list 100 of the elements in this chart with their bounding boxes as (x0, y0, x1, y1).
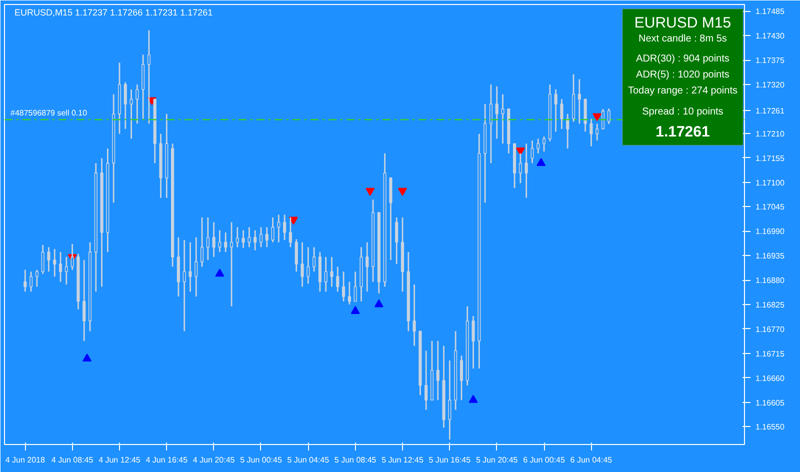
candlestick (35, 269, 38, 288)
candlestick (182, 239, 186, 332)
candlestick (554, 88, 558, 132)
candlestick (254, 230, 257, 251)
candlestick (342, 270, 346, 302)
candlestick (607, 108, 610, 125)
point (366, 188, 375, 196)
candlestick (542, 136, 546, 152)
candlestick (412, 284, 416, 347)
candlestick (472, 315, 475, 370)
candlestick (218, 230, 222, 253)
candlestick (436, 340, 440, 401)
candlestick (206, 216, 210, 261)
candlestick (124, 82, 127, 130)
y-tick-label: 1.17045 (756, 202, 785, 212)
candlestick (501, 94, 504, 144)
candlestick (70, 243, 74, 271)
x-tick-label: 5 Jun 20:45 (476, 456, 518, 464)
candlestick (524, 142, 528, 199)
x-tick-label: 6 Jun 00:45 (523, 456, 566, 464)
y-tick-label: 1.16550 (756, 422, 785, 432)
x-tick-label: 4 Jun 08:45 (51, 456, 94, 464)
candlestick (330, 256, 334, 288)
point (592, 113, 602, 122)
candlestick (596, 122, 599, 142)
candlestick (58, 251, 62, 283)
y-tick-label: 1.17100 (756, 178, 785, 188)
y-tick-label: 1.16770 (756, 324, 785, 334)
y-tick-label: 1.17485 (756, 7, 785, 16)
candlestick (578, 78, 581, 124)
y-tick-label: 1.17430 (756, 32, 785, 41)
candlestick (277, 214, 280, 243)
x-tick-label: 4 Jun 20:45 (192, 456, 236, 464)
y-tick-label: 1.17261 (756, 106, 785, 116)
x-tick-label: 4 Jun 2018 (5, 456, 46, 464)
chart-title: EURUSD,M15 1.17237 1.17266 1.17231 1.17261 (14, 8, 213, 18)
y-tick-label: 1.16660 (756, 374, 785, 383)
annotation: Next candle : 8m 5s (638, 33, 727, 44)
point (398, 188, 408, 196)
point (215, 268, 224, 277)
candlestick (294, 238, 298, 272)
candlestick (288, 216, 292, 248)
y-tick-label: 1.16990 (756, 227, 785, 236)
y-tick-label: 1.16715 (756, 349, 785, 358)
x-tick-label: 5 Jun 04:45 (287, 456, 330, 464)
candlestick (495, 86, 498, 140)
candlestick (47, 246, 50, 272)
candlestick (536, 138, 540, 154)
candlestick (366, 242, 369, 292)
annotation: 1.17261 (656, 123, 710, 140)
point (468, 394, 478, 403)
candlestick (489, 84, 493, 164)
candlestick (312, 246, 316, 272)
y-tick-label: 1.16605 (756, 398, 785, 408)
candlestick (64, 256, 68, 286)
x-tick-label: 5 Jun 08:45 (334, 456, 377, 464)
candlestick (212, 222, 216, 258)
annotation: EURUSD M15 (634, 14, 732, 32)
y-tick-label: 1.17210 (756, 129, 785, 138)
candlestick (348, 281, 351, 306)
point (288, 216, 298, 225)
y-tick-label: 1.16825 (756, 300, 785, 310)
candlestick (424, 350, 428, 411)
candlestick (590, 118, 593, 147)
candlestick (236, 226, 239, 248)
y-tick-label: 1.16880 (756, 276, 785, 286)
annotation: Today range : 274 points (628, 85, 738, 96)
candlestick (136, 84, 139, 124)
candlestick (560, 98, 564, 130)
ref-line-label: #487596879 sell 0.10 (10, 108, 88, 118)
candlestick (271, 216, 274, 243)
candlestick (224, 232, 228, 253)
candlestick (336, 266, 340, 292)
candlestick (53, 248, 56, 278)
candlestick (248, 226, 251, 248)
candlestick (130, 88, 133, 140)
annotation: ADR(30) : 904 points (636, 53, 730, 64)
candlestick (300, 242, 304, 288)
candlestick (601, 108, 605, 130)
annotation: ADR(5) : 1020 points (636, 69, 730, 80)
x-tick-label: 4 Jun 16:45 (146, 456, 188, 464)
x-tick-label: 6 Jun 04:45 (570, 456, 613, 464)
candlestick (147, 30, 151, 124)
candlestick (265, 226, 268, 248)
candlestick (283, 214, 286, 241)
x-tick-label: 5 Jun 16:45 (428, 456, 472, 464)
y-tick-label: 1.16935 (756, 252, 785, 261)
point (82, 354, 92, 362)
candlestick (448, 360, 452, 440)
candlestick (460, 354, 464, 401)
candlestick (306, 246, 310, 284)
candlestick (242, 230, 245, 249)
x-tick-label: 5 Jun 12:45 (382, 456, 424, 464)
annotation: Spread : 10 points (642, 106, 724, 118)
candlestick (200, 216, 204, 268)
y-tick-label: 1.17375 (756, 56, 785, 66)
candlestick (188, 242, 192, 292)
candlestick (24, 269, 27, 292)
y-tick-label: 1.17155 (756, 154, 785, 163)
point (374, 299, 384, 308)
